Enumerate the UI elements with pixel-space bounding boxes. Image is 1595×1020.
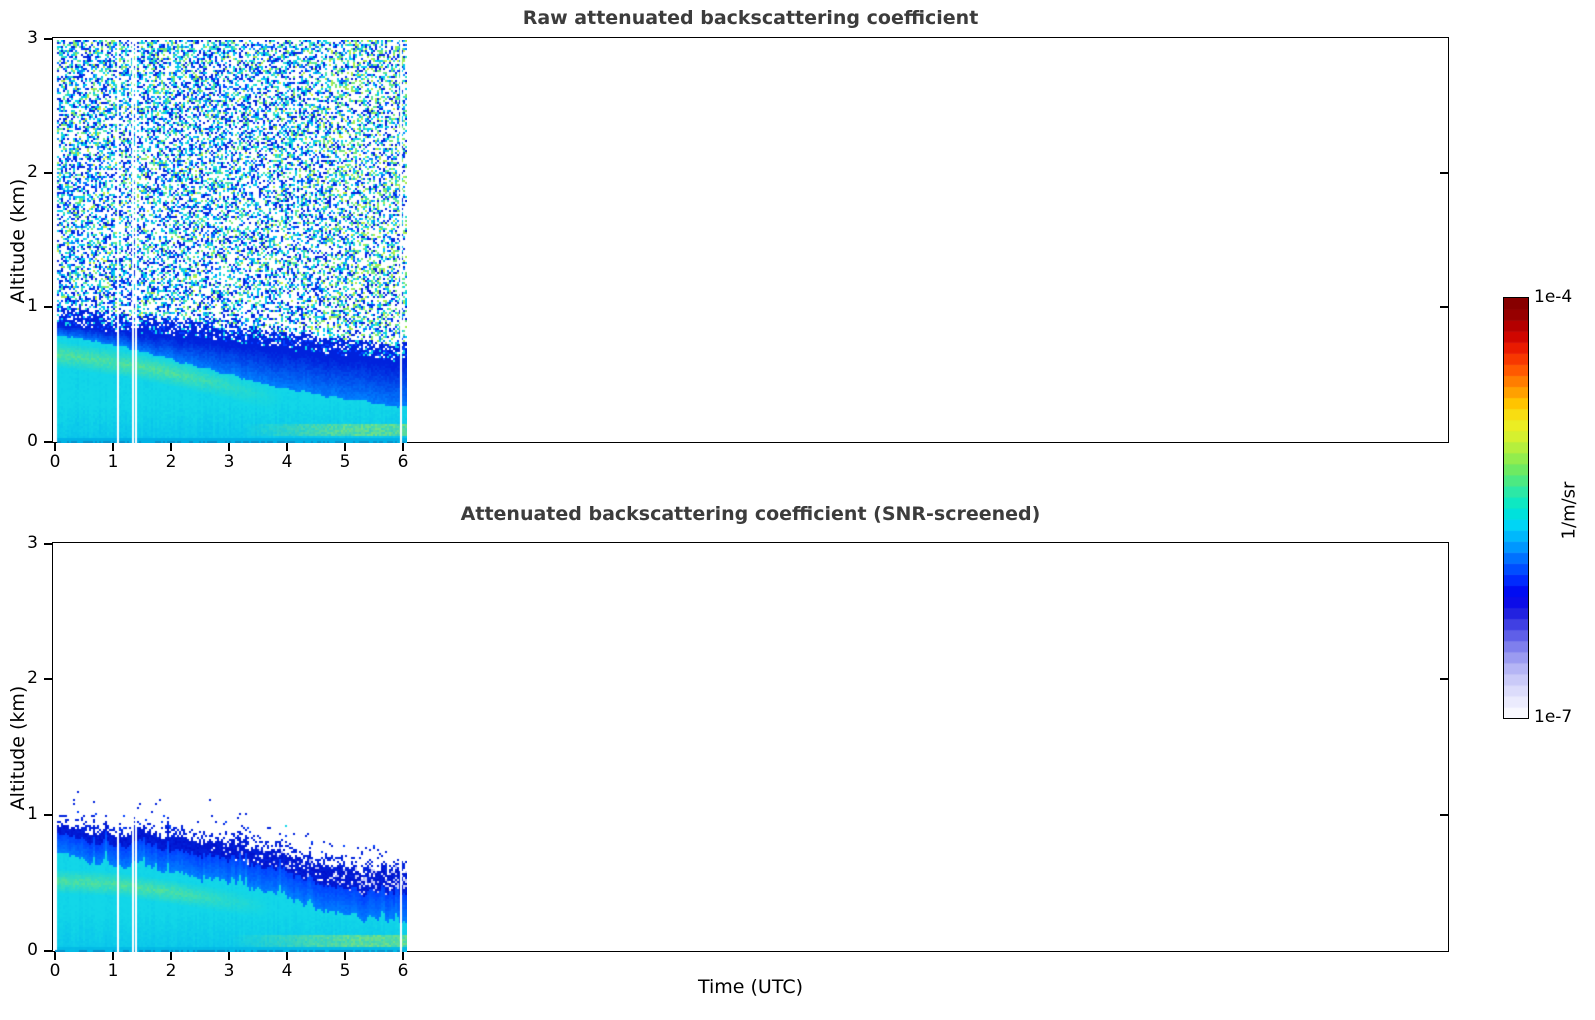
colorbar-min-label: 1e-7 [1534,707,1573,727]
top-plot-area [52,37,1449,443]
top-x-tick-label: 1 [107,452,119,472]
top-x-tick-label: 2 [165,452,177,472]
top-right-tick [1439,306,1448,309]
bottom-y-tick [44,542,52,545]
colorbar-max-label: 1e-4 [1534,287,1573,307]
top-y-tick-label: 0 [27,430,38,451]
top-x-tick [54,443,56,451]
top-y-tick [44,306,52,309]
bottom-x-tick [170,952,172,960]
top-right-tick [1439,171,1448,174]
top-y-axis-label: Altitude (km) [7,178,29,304]
bottom-x-tick-label: 0 [49,961,61,981]
top-x-tick-label: 5 [339,452,351,472]
top-x-tick [170,443,172,451]
bottom-right-tick [1439,813,1448,816]
bottom-x-tick [286,952,288,960]
bottom-x-tick [112,952,114,960]
bottom-y-tick-label: 0 [27,939,38,960]
bottom-x-tick-label: 4 [281,961,293,981]
bottom-x-tick-label: 5 [339,961,351,981]
top-x-tick-label: 0 [49,452,61,472]
top-x-tick-label: 4 [281,452,293,472]
top-x-tick [402,443,404,451]
x-axis-label: Time (UTC) [697,976,804,998]
top-x-tick [112,443,114,451]
top-heatmap-canvas [54,39,407,443]
bottom-right-tick [1439,678,1448,681]
colorbar-unit-label: 1/m/sr [1558,481,1580,540]
bottom-x-tick-label: 6 [397,961,409,981]
bottom-y-tick-label: 3 [27,532,38,553]
bottom-heatmap-canvas [54,544,407,952]
colorbar-canvas [1504,298,1528,718]
bottom-x-tick [228,952,230,960]
bottom-y-tick-label: 1 [27,803,38,824]
bottom-y-tick-label: 2 [27,668,38,689]
top-x-tick [344,443,346,451]
bottom-x-tick-label: 1 [107,961,119,981]
bottom-plot-area [52,542,1449,952]
top-y-tick-label: 3 [27,27,38,48]
top-y-tick [44,440,52,443]
bottom-x-tick-label: 2 [165,961,177,981]
top-y-tick [44,37,52,40]
colorbar [1503,297,1529,719]
bottom-y-tick [44,678,52,681]
top-plot-title: Raw attenuated backscattering coefficien… [522,7,979,29]
bottom-y-tick [44,813,52,816]
bottom-y-axis-label: Altitude (km) [7,685,29,811]
top-y-tick-label: 2 [27,161,38,182]
bottom-x-tick [344,952,346,960]
bottom-x-tick [402,952,404,960]
top-y-tick [44,171,52,174]
top-x-tick-label: 3 [223,452,235,472]
bottom-x-tick [54,952,56,960]
bottom-plot-title: Attenuated backscattering coefficient (S… [460,503,1041,525]
top-x-tick [286,443,288,451]
top-y-tick-label: 1 [27,296,38,317]
top-x-tick [228,443,230,451]
bottom-x-tick-label: 3 [223,961,235,981]
top-x-tick-label: 6 [397,452,409,472]
bottom-y-tick [44,949,52,952]
